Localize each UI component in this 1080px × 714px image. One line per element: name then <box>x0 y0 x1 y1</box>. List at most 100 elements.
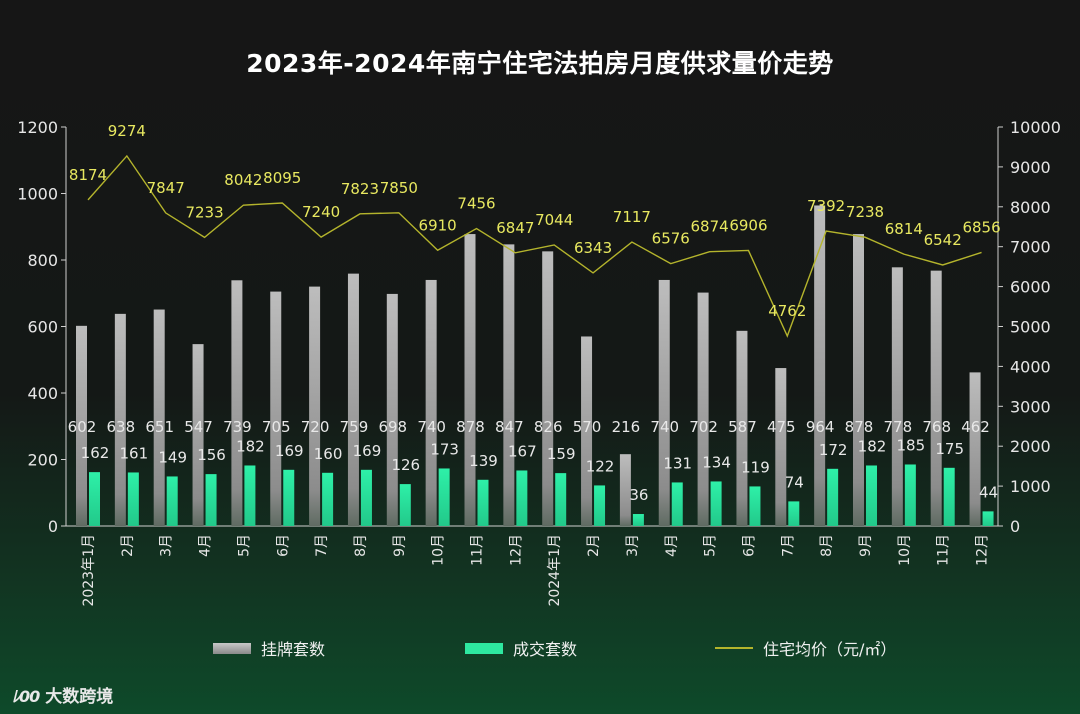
bar-listings <box>270 291 282 526</box>
data-label-listings: 826 <box>534 418 563 436</box>
data-label-price: 7392 <box>807 197 845 215</box>
series-line-price <box>87 154 982 338</box>
data-label-listings: 475 <box>767 418 796 436</box>
data-label-price: 7847 <box>147 179 185 197</box>
data-label-deals: 134 <box>702 453 731 471</box>
bar-deals <box>943 467 955 526</box>
data-label-price: 8042 <box>224 171 262 189</box>
legend: 挂牌套数 成交套数 住宅均价（元/㎡） <box>0 636 1080 662</box>
bar-deals <box>632 514 644 526</box>
data-label-deals: 175 <box>935 440 964 458</box>
bar-deals <box>360 469 372 526</box>
data-label-price: 7044 <box>535 211 573 229</box>
data-label-price: 7850 <box>380 179 418 197</box>
bar-deals <box>516 470 528 526</box>
data-label-listings: 964 <box>806 418 835 436</box>
bar-deals <box>166 476 178 526</box>
bar-listings <box>814 205 826 526</box>
data-label-listings: 462 <box>961 418 990 436</box>
data-label-price: 7238 <box>846 203 884 221</box>
x-tick-label: 6月 <box>741 534 757 557</box>
data-label-price: 7240 <box>302 203 340 221</box>
data-label-price: 6343 <box>574 239 612 257</box>
x-tick-label: 4月 <box>664 534 680 557</box>
x-tick-label: 10月 <box>897 534 913 566</box>
x-tick-label: 3月 <box>625 534 641 557</box>
bar-listings <box>114 313 126 526</box>
data-label-deals: 162 <box>81 444 110 462</box>
data-label-listings: 739 <box>223 418 252 436</box>
legend-label-price: 住宅均价（元/㎡） <box>763 640 897 659</box>
bar-listings <box>153 309 165 526</box>
data-label-price: 4762 <box>768 302 806 320</box>
bar-deals <box>399 484 411 526</box>
data-label-deals: 169 <box>275 442 304 460</box>
legend-swatch-price <box>715 647 753 649</box>
bar-listings <box>581 336 593 526</box>
x-tick-label: 10月 <box>431 534 447 566</box>
bar-listings <box>969 372 981 526</box>
bar-deals <box>904 464 916 526</box>
x-tick-label: 9月 <box>858 534 874 557</box>
legend-item-listings: 挂牌套数 <box>213 636 325 660</box>
data-label-deals: 131 <box>663 454 692 472</box>
bar-deals <box>671 482 683 526</box>
data-label-deals: 74 <box>785 473 804 491</box>
bar-deals <box>89 472 100 526</box>
data-label-listings: 878 <box>456 418 485 436</box>
bar-listings <box>697 292 709 526</box>
x-tick-label: 7月 <box>314 534 330 557</box>
data-label-deals: 156 <box>197 446 226 464</box>
data-label-deals: 122 <box>586 457 615 475</box>
bar-listings <box>425 279 437 526</box>
bar-deals <box>244 465 256 526</box>
y-left-tick-label: 800 <box>27 251 58 270</box>
x-tick-label: 2月 <box>586 534 602 557</box>
bar-deals <box>788 501 800 526</box>
data-label-deals: 126 <box>391 456 420 474</box>
bar-deals <box>866 465 877 526</box>
y-left-tick-label: 600 <box>27 318 58 337</box>
x-tick-label: 8月 <box>819 534 835 557</box>
y-right-tick-label: 6000 <box>1010 278 1051 297</box>
data-label-deals: 173 <box>430 440 459 458</box>
data-label-listings: 702 <box>689 418 718 436</box>
x-tick-label: 5月 <box>703 534 719 557</box>
data-label-price: 9274 <box>108 122 146 140</box>
data-label-price: 6847 <box>496 219 534 237</box>
watermark-text: 大数跨境 <box>45 687 114 707</box>
data-label-price: 7456 <box>457 195 495 213</box>
data-label-deals: 169 <box>353 442 382 460</box>
bar-deals <box>749 486 761 526</box>
x-tick-label: 2023年1月 <box>81 534 97 607</box>
x-tick-label: 12月 <box>975 534 991 566</box>
bar-listings <box>464 234 476 526</box>
bar-deals <box>283 469 295 526</box>
bar-deals <box>555 473 567 526</box>
chart-title: 2023年-2024年南宁住宅法拍房月度供求量价走势 <box>246 49 834 78</box>
bar-listings <box>76 325 87 526</box>
x-tick-label: 3月 <box>159 534 175 557</box>
y-right-tick-label: 7000 <box>1010 238 1051 257</box>
data-label-price: 7823 <box>341 180 379 198</box>
x-tick-label: 2月 <box>120 534 136 557</box>
data-label-listings: 698 <box>378 418 407 436</box>
legend-swatch-listings <box>213 642 251 654</box>
bar-listings <box>192 344 204 526</box>
bar-listings <box>775 368 787 526</box>
data-label-price: 6576 <box>652 230 690 248</box>
x-tick-label: 11月 <box>470 534 486 566</box>
x-tick-label: 2024年1月 <box>547 534 563 607</box>
watermark-logo-icon: ﾚ00 <box>12 686 40 706</box>
legend-swatch-deals <box>465 642 503 654</box>
bar-listings <box>309 286 321 526</box>
bar-deals <box>982 511 994 526</box>
bar-deals <box>710 481 722 526</box>
data-label-deals: 172 <box>819 441 848 459</box>
x-tick-label: 4月 <box>198 534 214 557</box>
bar-listings <box>853 234 864 526</box>
watermark: ﾚ00 大数跨境 <box>12 682 114 708</box>
legend-item-deals: 成交套数 <box>465 636 577 660</box>
data-label-listings: 587 <box>728 418 757 436</box>
